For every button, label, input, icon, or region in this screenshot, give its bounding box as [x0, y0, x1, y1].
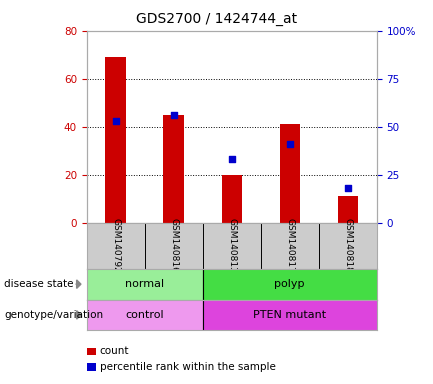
Point — [112, 118, 119, 124]
Text: GSM140792: GSM140792 — [111, 218, 120, 273]
Point — [344, 185, 351, 191]
Bar — [203, 300, 377, 330]
Bar — [106, 57, 126, 223]
Text: normal: normal — [125, 279, 164, 289]
Bar — [338, 196, 358, 223]
Bar — [87, 348, 96, 355]
Text: count: count — [100, 346, 129, 356]
Text: GSM140817: GSM140817 — [285, 218, 294, 273]
Point — [286, 141, 293, 147]
Bar — [87, 269, 203, 300]
Text: percentile rank within the sample: percentile rank within the sample — [100, 362, 275, 372]
Bar — [222, 175, 242, 223]
Text: PTEN mutant: PTEN mutant — [253, 310, 326, 320]
Bar — [164, 115, 184, 223]
Bar — [280, 124, 300, 223]
Text: genotype/variation: genotype/variation — [4, 310, 103, 320]
Bar — [203, 269, 377, 300]
Text: GSM140816: GSM140816 — [169, 218, 178, 273]
Point — [170, 112, 177, 118]
Text: GSM140818: GSM140818 — [343, 218, 352, 273]
Bar — [87, 363, 96, 371]
Text: control: control — [125, 310, 164, 320]
Bar — [87, 300, 203, 330]
Text: polyp: polyp — [275, 279, 305, 289]
Text: GDS2700 / 1424744_at: GDS2700 / 1424744_at — [136, 12, 297, 25]
Point — [228, 156, 235, 162]
Text: disease state: disease state — [4, 279, 74, 289]
Text: GSM140813: GSM140813 — [227, 218, 236, 273]
